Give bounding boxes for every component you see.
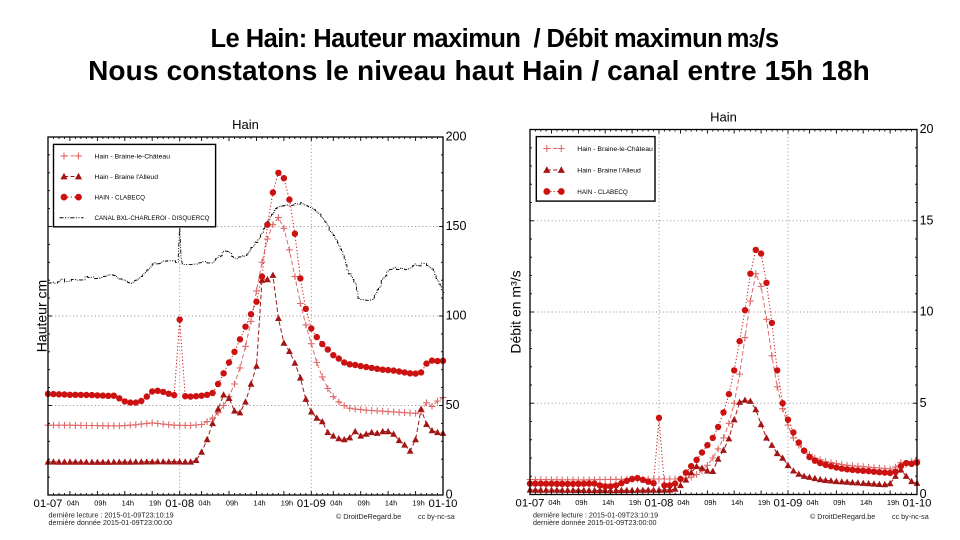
svg-text:15: 15 xyxy=(920,213,934,227)
svg-text:19h: 19h xyxy=(887,498,899,507)
svg-text:04h: 04h xyxy=(806,498,818,507)
svg-text:04h: 04h xyxy=(548,498,560,507)
svg-text:01-08: 01-08 xyxy=(645,498,674,510)
svg-text:01-07: 01-07 xyxy=(34,498,63,510)
svg-text:Hain: Hain xyxy=(232,117,259,132)
svg-text:20: 20 xyxy=(920,122,934,136)
svg-text:09h: 09h xyxy=(94,499,106,508)
svg-text:19h: 19h xyxy=(412,499,424,508)
svg-text:14h: 14h xyxy=(602,498,614,507)
svg-text:14h: 14h xyxy=(385,499,397,508)
svg-text:09h: 09h xyxy=(358,499,370,508)
svg-text:HAIN - CLABECQ: HAIN - CLABECQ xyxy=(95,195,146,202)
svg-text:01-07: 01-07 xyxy=(516,498,545,510)
svg-text:dernière lecture : 2015-01-09T: dernière lecture : 2015-01-09T23:10:19 xyxy=(533,511,658,520)
svg-text:09h: 09h xyxy=(833,498,845,507)
svg-text:Hain - Braine l'Alleud: Hain - Braine l'Alleud xyxy=(577,167,641,174)
svg-text:Hain: Hain xyxy=(710,110,737,125)
svg-text:0: 0 xyxy=(920,487,927,501)
svg-text:Débit en m³/s: Débit en m³/s xyxy=(508,270,524,353)
svg-text:Hain - Braine l'Alleud: Hain - Braine l'Alleud xyxy=(95,174,159,181)
svg-text:19h: 19h xyxy=(149,499,161,508)
svg-text:01-08: 01-08 xyxy=(165,498,194,510)
svg-text:14h: 14h xyxy=(731,498,743,507)
svg-text:19h: 19h xyxy=(629,498,641,507)
svg-text:100: 100 xyxy=(446,309,467,323)
svg-text:14h: 14h xyxy=(860,498,872,507)
svg-text:5: 5 xyxy=(920,396,927,410)
svg-text:dernière donnée 2015-01-09T23: dernière donnée 2015-01-09T23:00:00 xyxy=(533,518,656,527)
svg-text:04h: 04h xyxy=(67,499,79,508)
svg-text:01-10: 01-10 xyxy=(903,498,932,510)
svg-text:© DroitDeRegard.be: © DroitDeRegard.be xyxy=(810,512,875,521)
svg-text:04h: 04h xyxy=(330,499,342,508)
svg-text:14h: 14h xyxy=(253,499,265,508)
svg-text:dernière donnée 2015-01-09T23: dernière donnée 2015-01-09T23:00:00 xyxy=(49,518,172,527)
svg-text:cc by-nc-sa: cc by-nc-sa xyxy=(418,512,455,521)
svg-text:10: 10 xyxy=(920,305,934,319)
svg-text:Hauteur cm: Hauteur cm xyxy=(34,280,50,352)
svg-text:50: 50 xyxy=(446,398,460,412)
svg-text:14h: 14h xyxy=(122,499,134,508)
svg-text:HAIN - CLABECQ: HAIN - CLABECQ xyxy=(577,189,628,196)
svg-text:150: 150 xyxy=(446,219,467,233)
svg-text:Hain - Braine-le-Château: Hain - Braine-le-Château xyxy=(95,153,171,160)
svg-text:dernière lecture : 2015-01-09T: dernière lecture : 2015-01-09T23:10:19 xyxy=(49,511,174,520)
svg-text:09h: 09h xyxy=(575,498,587,507)
svg-text:01-09: 01-09 xyxy=(774,498,803,510)
svg-text:Hain - Braine-le-Château: Hain - Braine-le-Château xyxy=(577,146,653,153)
svg-text:01-09: 01-09 xyxy=(297,498,326,510)
svg-text:19h: 19h xyxy=(281,499,293,508)
svg-text:0: 0 xyxy=(446,488,453,502)
svg-text:01-10: 01-10 xyxy=(429,498,458,510)
svg-text:© DroitDeRegard.be: © DroitDeRegard.be xyxy=(336,512,401,521)
svg-text:09h: 09h xyxy=(704,498,716,507)
svg-text:04h: 04h xyxy=(677,498,689,507)
svg-text:cc by-nc-sa: cc by-nc-sa xyxy=(892,512,929,521)
svg-text:19h: 19h xyxy=(758,498,770,507)
svg-text:CANAL BXL-CHARLEROI - DISQUERC: CANAL BXL-CHARLEROI - DISQUERCQ xyxy=(95,215,210,222)
svg-text:09h: 09h xyxy=(226,499,238,508)
svg-text:200: 200 xyxy=(446,130,467,144)
svg-text:04h: 04h xyxy=(198,499,210,508)
